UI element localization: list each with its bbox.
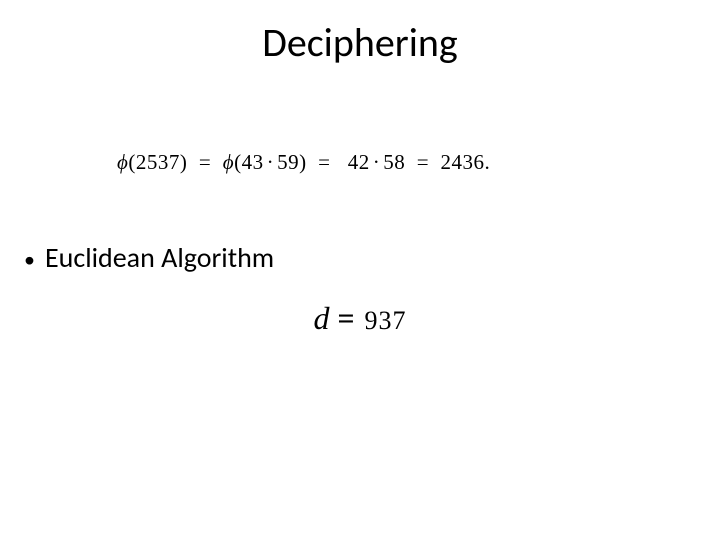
- d-value: 937: [365, 306, 407, 335]
- mid-open: (: [234, 150, 242, 174]
- d-equation: d=937: [0, 300, 720, 337]
- bullet-marker: •: [24, 246, 35, 274]
- lhs-close: ): [180, 150, 188, 174]
- bullet-text: Euclidean Algorithm: [45, 240, 274, 275]
- page-title: Deciphering: [0, 18, 720, 67]
- d-variable: d: [313, 300, 337, 336]
- rhs-b: 58: [383, 150, 405, 174]
- phi-symbol-mid: ϕ: [223, 150, 234, 174]
- eq-3: =: [417, 150, 429, 174]
- phi-period: .: [485, 150, 491, 174]
- mid-a: 43: [242, 150, 264, 174]
- lhs-val: 2537: [136, 150, 180, 174]
- mid-b: 59: [277, 150, 299, 174]
- mid-close: ): [299, 150, 307, 174]
- lhs-open: (: [128, 150, 136, 174]
- phi-symbol-lhs: ϕ: [117, 150, 128, 174]
- bullet-item: • Euclidean Algorithm: [24, 240, 274, 275]
- rhs-dot: ·: [370, 150, 384, 174]
- mid-dot: ·: [264, 150, 278, 174]
- rhs-a: 42: [348, 150, 370, 174]
- eq-1: =: [199, 150, 211, 174]
- eq-2: =: [318, 150, 330, 174]
- phi-result: 2436: [441, 150, 485, 174]
- phi-equation: ϕ(2537) = ϕ(43·59) = 42·58 = 2436.: [117, 150, 490, 175]
- d-eq-sign: =: [337, 302, 364, 335]
